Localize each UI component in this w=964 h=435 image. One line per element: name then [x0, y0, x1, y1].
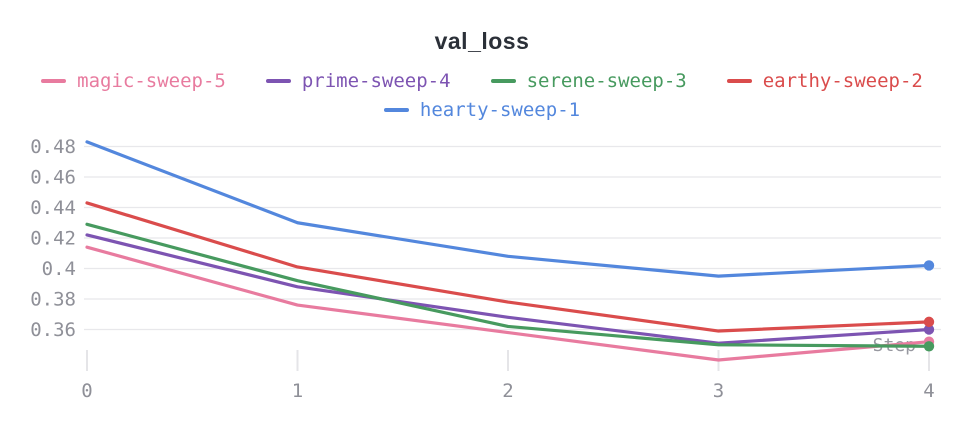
- legend-swatch-icon: [726, 79, 752, 83]
- legend-swatch-icon: [383, 108, 409, 112]
- y-tick-label: 0.46: [30, 167, 76, 189]
- legend-item-serene-sweep-3[interactable]: serene-sweep-3: [490, 69, 687, 93]
- legend-label: magic-sweep-5: [77, 69, 226, 92]
- gridlines: [84, 145, 941, 371]
- legend-label: earthy-sweep-2: [762, 69, 923, 92]
- series-lines: [85, 140, 935, 362]
- series-earthy-sweep-2: [85, 201, 935, 333]
- legend-item-hearty-sweep-1[interactable]: hearty-sweep-1: [383, 98, 581, 122]
- y-tick-label: 0.4: [42, 258, 76, 280]
- x-tick-label: 2: [502, 380, 513, 402]
- endpoint-dot: [923, 316, 935, 328]
- legend-swatch-icon: [41, 79, 67, 83]
- legend-swatch-icon: [490, 79, 516, 83]
- x-tick-label: 1: [292, 380, 303, 402]
- endpoint-dot: [923, 324, 935, 335]
- series-line: [85, 233, 931, 345]
- series-serene-sweep-3: [85, 222, 935, 352]
- y-tick-label: 0.48: [30, 136, 76, 158]
- legend-label: prime-sweep-4: [301, 69, 451, 92]
- series-hearty-sweep-1: [85, 140, 935, 278]
- legend-label: serene-sweep-3: [526, 69, 687, 92]
- x-tick-label: 3: [713, 380, 724, 402]
- series-line: [85, 222, 931, 348]
- y-tick-label: 0.38: [30, 289, 76, 311]
- legend-item-earthy-sweep-2[interactable]: earthy-sweep-2: [726, 69, 923, 93]
- legend-swatch-icon: [265, 79, 291, 83]
- y-tick-label: 0.42: [30, 228, 76, 250]
- y-tick-label: 0.36: [30, 319, 76, 341]
- series-line: [85, 201, 931, 333]
- legend-label: hearty-sweep-1: [419, 98, 581, 121]
- series-line: [85, 245, 931, 362]
- legend-item-magic-sweep-5[interactable]: magic-sweep-5: [41, 69, 226, 93]
- y-tick-label: 0.44: [30, 197, 76, 219]
- endpoint-dot: [923, 260, 935, 271]
- x-tick-label: 0: [81, 380, 92, 402]
- chart-title: val_loss: [434, 28, 530, 54]
- endpoint-dot: [923, 341, 935, 352]
- legend: magic-sweep-5 prime-sweep-4 serene-sweep…: [0, 69, 964, 122]
- x-tick-label: 4: [923, 380, 934, 402]
- legend-item-prime-sweep-4[interactable]: prime-sweep-4: [265, 69, 451, 93]
- series-prime-sweep-4: [85, 233, 935, 345]
- series-line: [85, 140, 931, 278]
